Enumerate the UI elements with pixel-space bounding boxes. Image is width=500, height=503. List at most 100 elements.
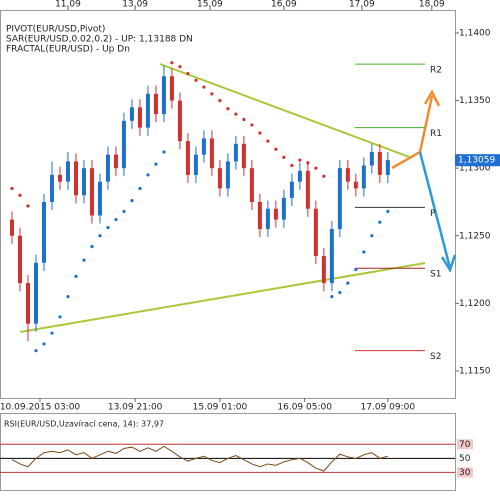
sar-dot [306, 161, 310, 165]
candle-body [97, 181, 102, 216]
candle-body [105, 154, 110, 182]
pivot-label: R2 [430, 66, 442, 76]
candle-body [161, 76, 166, 115]
sar-dot [282, 155, 286, 159]
candle-body [49, 174, 54, 202]
sar-dot [346, 281, 350, 285]
candle-body [345, 168, 350, 182]
last-price-label: 1,13059 [458, 156, 495, 166]
trend-line [159, 63, 413, 159]
y-tick-box [457, 453, 473, 464]
x-tick-label: 13.09 [122, 0, 148, 10]
y-tick-label: 1,1250 [459, 231, 491, 241]
sar-dot [274, 147, 278, 151]
sar-dot [218, 98, 222, 103]
sar-dot [194, 78, 198, 82]
sar-dot [202, 85, 206, 89]
sar-dot [146, 173, 150, 177]
sar-dot [58, 315, 62, 319]
candle-body [129, 107, 134, 121]
sar-dot [178, 65, 182, 69]
sar-dot [26, 204, 30, 208]
candle-body [225, 161, 230, 189]
forecast-arrow [418, 151, 452, 269]
sar-dot [226, 107, 230, 111]
sar-dot [258, 131, 262, 135]
candle-body [169, 76, 174, 101]
candle-body [289, 181, 294, 198]
sar-dot [314, 166, 318, 170]
sar-dot [34, 349, 38, 353]
legend-text: FRACTAL(EUR/USD) - Up Dn [6, 45, 130, 55]
sar-dot [170, 61, 174, 65]
candle-body [33, 262, 38, 324]
candle-body [249, 168, 254, 202]
sar-dot [50, 331, 54, 335]
rsi-line [11, 445, 388, 472]
x-tick-label: 13.09 21:00 [108, 403, 163, 413]
pivot-label: S1 [430, 270, 441, 280]
candle-body [65, 161, 70, 182]
sar-dot [122, 209, 126, 214]
candle-body [233, 143, 238, 162]
sar-dot [42, 342, 46, 346]
candle-body [273, 208, 278, 220]
sar-dot [138, 186, 142, 191]
y-tick-label: 1,1300 [459, 164, 491, 174]
sar-dot [154, 162, 158, 166]
sar-dot [186, 71, 190, 76]
x-tick-label: 10.09.2015 03:00 [0, 403, 80, 413]
candle-body [313, 208, 318, 257]
y-tick-label: 1,1200 [459, 299, 491, 309]
sar-dot [106, 226, 110, 230]
chart-title: PIVOT(EUR/USD,Pivot) [6, 25, 105, 35]
candle-body [209, 138, 214, 169]
candle-body [369, 151, 374, 166]
candle-body [17, 235, 22, 284]
sar-dot [250, 123, 254, 127]
candle-body [73, 161, 78, 196]
candle-body [321, 256, 326, 284]
candle-body [57, 174, 62, 182]
candle-body [177, 100, 182, 142]
sar-dot [338, 290, 342, 295]
candle-body [145, 93, 150, 128]
pivot-label: P [430, 209, 436, 219]
sar-dot [114, 217, 118, 222]
sar-dot [242, 117, 246, 122]
pivot-label: R1 [430, 129, 442, 139]
candle-body [377, 151, 382, 175]
arrowhead [423, 89, 441, 107]
y-tick-label: 50 [459, 454, 471, 464]
x-tick-label: 16.09 [271, 0, 297, 10]
y-tick-label: 1,1150 [459, 366, 491, 376]
sar-dot [130, 199, 134, 203]
candle-body [9, 219, 14, 236]
candle-body [361, 165, 366, 189]
candle-body [113, 154, 118, 169]
x-tick-label: 16.09 05:00 [277, 403, 332, 413]
candle-body [41, 201, 46, 263]
candle-body [25, 283, 30, 324]
sar-dot [66, 295, 70, 299]
x-tick-label: 18.09 [419, 0, 445, 10]
sar-dot [354, 267, 358, 272]
candle-body [137, 107, 142, 128]
sar-dot [98, 234, 102, 238]
y-tick-box [457, 467, 473, 478]
pivot-label: S2 [430, 352, 441, 362]
candle-body [81, 168, 86, 196]
candle-body [329, 229, 334, 284]
candle-body [385, 160, 390, 175]
legend-text: SAR(EUR/USD,0.02,0.2) - UP: 1,13188 DN [6, 35, 193, 45]
candle-body [257, 201, 262, 230]
sar-dot [74, 274, 78, 278]
sar-dot [90, 244, 94, 249]
sar-dot [266, 139, 270, 143]
candle-body [201, 138, 206, 155]
candle-body [337, 168, 342, 230]
x-tick-label: 17.09 [349, 0, 375, 10]
sar-dot [322, 174, 326, 178]
candle-body [185, 141, 190, 175]
